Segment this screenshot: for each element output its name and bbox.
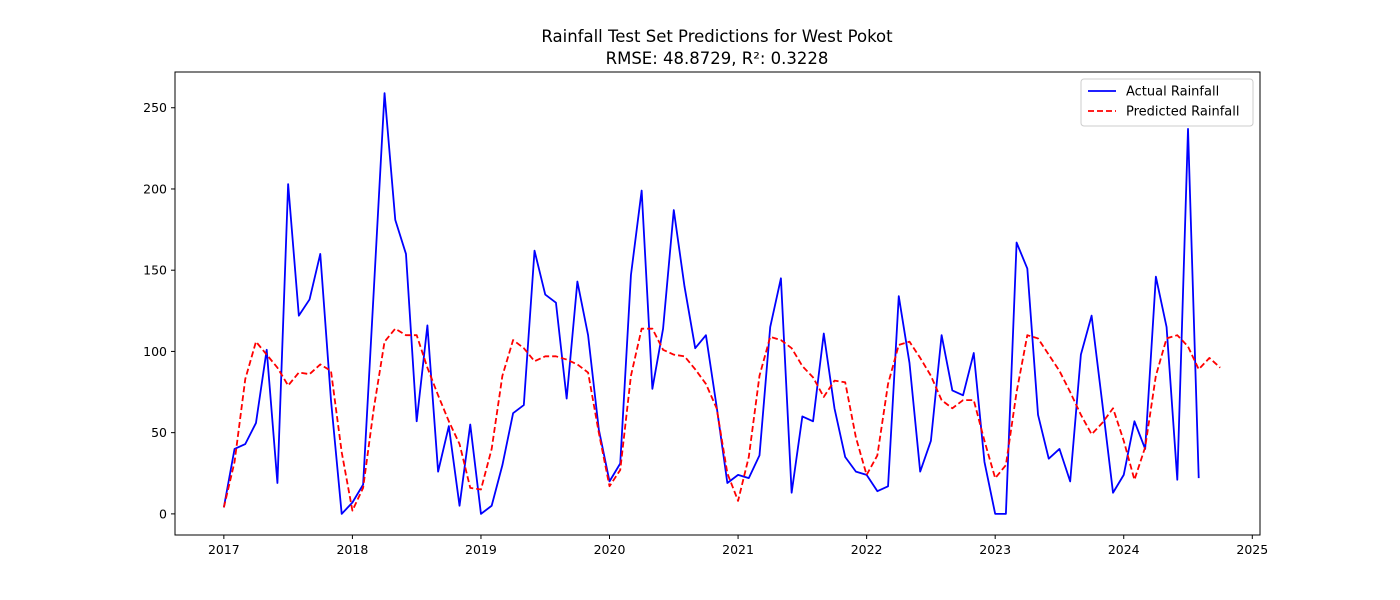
- y-tick-label: 150: [143, 263, 167, 278]
- x-tick-label: 2025: [1236, 542, 1268, 557]
- y-tick-label: 0: [159, 506, 167, 521]
- chart-title: Rainfall Test Set Predictions for West P…: [541, 27, 893, 46]
- x-tick-label: 2021: [722, 542, 754, 557]
- plot-frame: [174, 71, 1261, 536]
- x-tick-label: 2017: [208, 542, 240, 557]
- x-tick-label: 2018: [336, 542, 368, 557]
- y-tick-label: 100: [143, 344, 167, 359]
- legend-label-predicted: Predicted Rainfall: [1126, 105, 1240, 120]
- plot-area: [222, 92, 1221, 515]
- predicted-rainfall-line: [222, 327, 1221, 512]
- actual-rainfall-line: [222, 92, 1200, 515]
- x-tick-label: 2020: [594, 542, 626, 557]
- legend: Actual Rainfall Predicted Rainfall: [1080, 78, 1254, 127]
- y-tick-label: 250: [143, 100, 167, 115]
- x-tick-label: 2024: [1108, 542, 1140, 557]
- legend-label-actual: Actual Rainfall: [1126, 85, 1219, 100]
- legend-box: [1080, 78, 1254, 127]
- y-tick-label: 200: [143, 181, 167, 196]
- chart-subtitle: RMSE: 48.8729, R²: 0.3228: [606, 49, 829, 68]
- y-axis: 0 50 100 150 200 250: [143, 100, 175, 521]
- x-axis: 2017 2018 2019 2020 2021 2022 2023 2024 2025: [208, 535, 1268, 557]
- x-tick-label: 2019: [465, 542, 497, 557]
- x-tick-label: 2023: [979, 542, 1011, 557]
- y-tick-label: 50: [151, 425, 167, 440]
- x-tick-label: 2022: [851, 542, 883, 557]
